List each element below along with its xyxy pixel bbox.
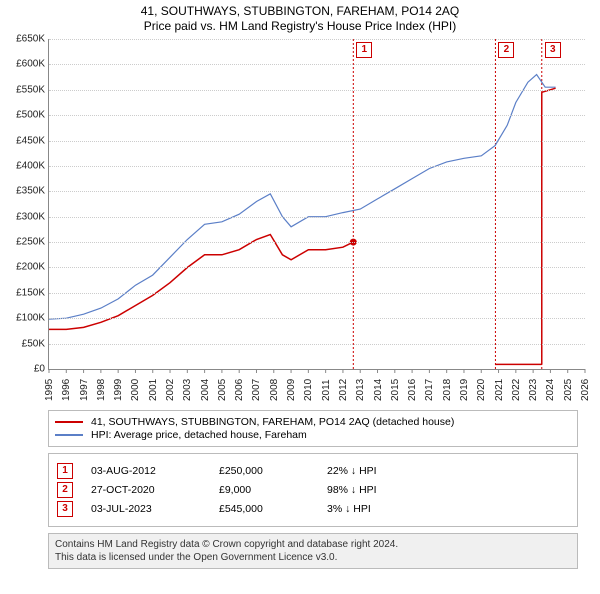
x-tick-label: 2000 bbox=[130, 379, 141, 401]
x-tick-label: 1995 bbox=[44, 379, 55, 401]
footer-line-2: This data is licensed under the Open Gov… bbox=[55, 551, 571, 564]
y-tick-label: £100K bbox=[3, 313, 45, 324]
x-tick-label: 2007 bbox=[251, 379, 262, 401]
y-gridline bbox=[49, 64, 585, 65]
event-price: £9,000 bbox=[219, 484, 309, 496]
chart-subtitle: Price paid vs. HM Land Registry's House … bbox=[0, 19, 600, 33]
x-tick-label: 2016 bbox=[407, 379, 418, 401]
footer-line-1: Contains HM Land Registry data © Crown c… bbox=[55, 538, 571, 551]
footer-box: Contains HM Land Registry data © Crown c… bbox=[48, 533, 578, 569]
legend-swatch bbox=[55, 434, 83, 436]
event-row: 3 03-JUL-2023 £545,000 3% ↓ HPI bbox=[57, 501, 569, 517]
x-tick-label: 2024 bbox=[545, 379, 556, 401]
x-tick-label: 2022 bbox=[511, 379, 522, 401]
event-marker-icon: 2 bbox=[57, 482, 73, 498]
legend-box: 41, SOUTHWAYS, STUBBINGTON, FAREHAM, PO1… bbox=[48, 410, 578, 447]
y-tick-label: £600K bbox=[3, 59, 45, 70]
event-date: 03-AUG-2012 bbox=[91, 465, 201, 477]
x-tick-label: 1999 bbox=[113, 379, 124, 401]
x-tick-label: 2003 bbox=[182, 379, 193, 401]
y-gridline bbox=[49, 191, 585, 192]
y-tick-label: £250K bbox=[3, 237, 45, 248]
chart-plot-area: £0£50K£100K£150K£200K£250K£300K£350K£400… bbox=[48, 39, 585, 370]
x-tick-label: 2006 bbox=[234, 379, 245, 401]
x-tick-label: 1997 bbox=[79, 379, 90, 401]
y-gridline bbox=[49, 318, 585, 319]
series-hpi bbox=[49, 75, 556, 320]
event-pct: 98% ↓ HPI bbox=[327, 484, 427, 496]
y-tick-label: £550K bbox=[3, 84, 45, 95]
legend-row: HPI: Average price, detached house, Fare… bbox=[55, 429, 571, 441]
x-tick-label: 2001 bbox=[148, 379, 159, 401]
y-gridline bbox=[49, 115, 585, 116]
x-tick-label: 1996 bbox=[61, 379, 72, 401]
x-tick-label: 2019 bbox=[459, 379, 470, 401]
event-pct: 3% ↓ HPI bbox=[327, 503, 427, 515]
y-tick-label: £500K bbox=[3, 110, 45, 121]
x-tick-label: 2002 bbox=[165, 379, 176, 401]
event-row: 2 27-OCT-2020 £9,000 98% ↓ HPI bbox=[57, 482, 569, 498]
legend-label: 41, SOUTHWAYS, STUBBINGTON, FAREHAM, PO1… bbox=[91, 416, 454, 428]
y-tick-label: £200K bbox=[3, 262, 45, 273]
x-tick-label: 2021 bbox=[494, 379, 505, 401]
y-tick-label: £50K bbox=[3, 338, 45, 349]
event-date: 03-JUL-2023 bbox=[91, 503, 201, 515]
y-gridline bbox=[49, 39, 585, 40]
x-tick-label: 2013 bbox=[355, 379, 366, 401]
event-pct: 22% ↓ HPI bbox=[327, 465, 427, 477]
x-tick-label: 2023 bbox=[528, 379, 539, 401]
event-price: £250,000 bbox=[219, 465, 309, 477]
y-gridline bbox=[49, 293, 585, 294]
y-tick-label: £400K bbox=[3, 160, 45, 171]
x-tick-label: 2004 bbox=[200, 379, 211, 401]
y-gridline bbox=[49, 141, 585, 142]
y-tick-label: £150K bbox=[3, 287, 45, 298]
event-row: 1 03-AUG-2012 £250,000 22% ↓ HPI bbox=[57, 463, 569, 479]
x-tick-label: 2025 bbox=[563, 379, 574, 401]
x-tick-label: 2014 bbox=[373, 379, 384, 401]
event-marker-2: 2 bbox=[498, 42, 514, 58]
x-tick-label: 2005 bbox=[217, 379, 228, 401]
event-marker-icon: 1 bbox=[57, 463, 73, 479]
event-marker-3: 3 bbox=[545, 42, 561, 58]
y-tick-label: £350K bbox=[3, 186, 45, 197]
series-property bbox=[49, 235, 353, 330]
legend-row: 41, SOUTHWAYS, STUBBINGTON, FAREHAM, PO1… bbox=[55, 416, 571, 428]
y-tick-label: £0 bbox=[3, 364, 45, 375]
x-tick-label: 2009 bbox=[286, 379, 297, 401]
chart-svg bbox=[49, 39, 585, 369]
x-tick-label: 1998 bbox=[96, 379, 107, 401]
y-gridline bbox=[49, 166, 585, 167]
legend-label: HPI: Average price, detached house, Fare… bbox=[91, 429, 307, 441]
y-tick-label: £650K bbox=[3, 34, 45, 45]
y-tick-label: £300K bbox=[3, 211, 45, 222]
x-tick-label: 2017 bbox=[424, 379, 435, 401]
y-gridline bbox=[49, 267, 585, 268]
y-gridline bbox=[49, 242, 585, 243]
x-tick-label: 2015 bbox=[390, 379, 401, 401]
legend-swatch bbox=[55, 421, 83, 423]
x-tick-label: 2012 bbox=[338, 379, 349, 401]
x-tick-label: 2011 bbox=[321, 379, 332, 401]
x-tick-label: 2018 bbox=[442, 379, 453, 401]
x-tick-label: 2010 bbox=[303, 379, 314, 401]
events-box: 1 03-AUG-2012 £250,000 22% ↓ HPI 2 27-OCT-202… bbox=[48, 453, 578, 527]
event-marker-icon: 3 bbox=[57, 501, 73, 517]
event-date: 27-OCT-2020 bbox=[91, 484, 201, 496]
y-tick-label: £450K bbox=[3, 135, 45, 146]
y-gridline bbox=[49, 90, 585, 91]
event-price: £545,000 bbox=[219, 503, 309, 515]
y-gridline bbox=[49, 344, 585, 345]
x-tick-label: 2020 bbox=[476, 379, 487, 401]
y-gridline bbox=[49, 217, 585, 218]
x-tick-label: 2026 bbox=[580, 379, 591, 401]
x-tick-label: 2008 bbox=[269, 379, 280, 401]
event-marker-1: 1 bbox=[356, 42, 372, 58]
chart-title: 41, SOUTHWAYS, STUBBINGTON, FAREHAM, PO1… bbox=[0, 4, 600, 18]
